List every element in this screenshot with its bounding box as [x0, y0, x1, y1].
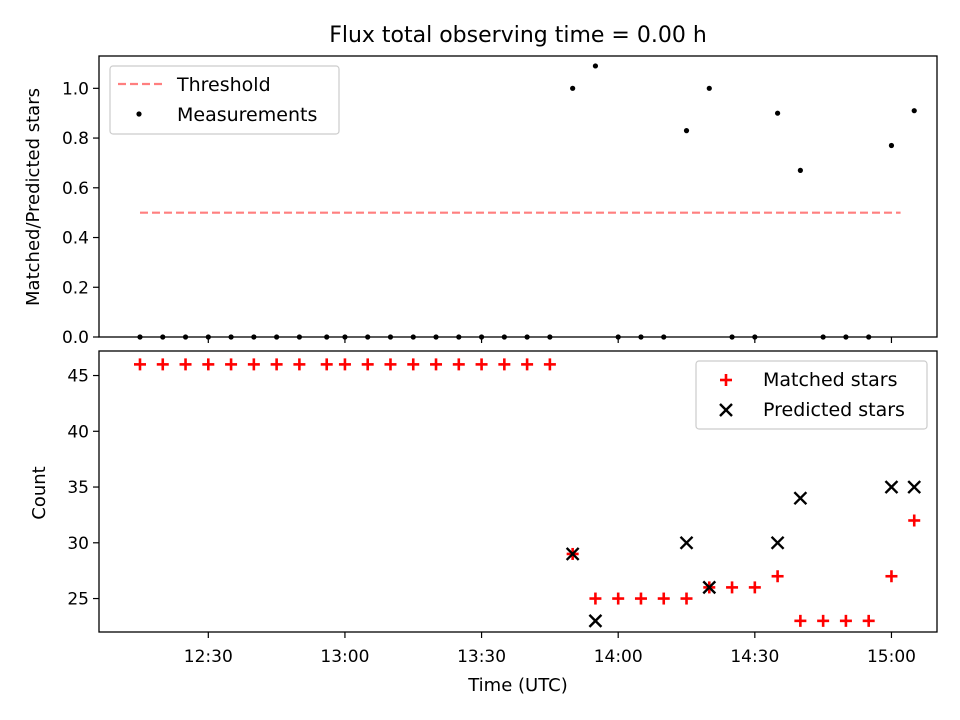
y-tick-label: 0.6: [62, 179, 89, 199]
bottom-x-ticks: 12:30 13:00 13:30 14:00 14:30 15:00: [184, 632, 916, 667]
matched-star-point: [247, 358, 260, 371]
measurements-legend-label: Measurements: [177, 104, 317, 126]
matched-star-point: [202, 358, 215, 371]
matched-star-point: [726, 581, 739, 594]
matched-star-point: [361, 358, 374, 371]
matched-star-point: [589, 592, 602, 605]
y-tick-label: 1.0: [62, 79, 89, 99]
matched-star-point: [634, 592, 647, 605]
matched-star-point: [680, 592, 693, 605]
matched-star-point: [771, 570, 784, 583]
matched-star-point: [748, 581, 761, 594]
x-tick-label: 15:00: [867, 647, 916, 667]
matched-star-point: [908, 514, 921, 527]
measurement-point: [706, 85, 712, 91]
count-points-layer: [133, 358, 922, 628]
bottom-axes-frame: [98, 350, 938, 633]
measurements-legend-swatch: [136, 111, 142, 117]
top-legend: Threshold Measurements: [109, 65, 340, 135]
matched-legend-swatch: [720, 374, 732, 386]
legend-box: [109, 65, 340, 135]
y-tick-label: 45: [67, 367, 89, 387]
y-tick-label: 30: [67, 534, 89, 554]
bottom-y-axis-label: Count: [29, 466, 50, 519]
matched-star-point: [133, 358, 146, 371]
matched-star-point: [320, 358, 333, 371]
matched-star-point: [817, 614, 830, 627]
y-tick-label: 0.0: [62, 328, 89, 348]
y-tick-label: 40: [67, 422, 89, 442]
x-axis-label: Time (UTC): [467, 675, 568, 696]
matched-star-point: [521, 358, 534, 371]
y-tick-label: 0.8: [62, 129, 89, 149]
bottom-y-ticks: 25 30 35 40 45: [67, 367, 99, 610]
bottom-panel: 25 30 35 40 45 12:30 13:00 13:30 14:00 14:30 15:0…: [29, 350, 938, 696]
matched-star-point: [612, 592, 625, 605]
predicted-star-point: [884, 480, 899, 494]
x-tick-label: 14:00: [594, 647, 643, 667]
x-tick-label: 12:30: [184, 647, 233, 667]
predicted-star-point: [679, 535, 694, 550]
matched-legend-label: Matched stars: [763, 369, 897, 391]
matched-star-point: [225, 358, 238, 371]
matched-star-point: [657, 592, 670, 605]
predicted-legend-swatch: [719, 403, 733, 417]
predicted-star-point: [770, 535, 785, 550]
matched-star-point: [270, 358, 283, 371]
measurement-point: [683, 128, 690, 134]
matched-star-point: [885, 570, 898, 583]
y-tick-label: 25: [67, 590, 89, 610]
matched-star-point: [839, 614, 852, 627]
matched-star-point: [384, 358, 397, 371]
matched-star-point: [179, 358, 192, 371]
predicted-star-point: [588, 614, 603, 628]
top-x-ticks: [207, 337, 893, 343]
predicted-legend-label: Predicted stars: [763, 399, 905, 421]
y-tick-label: 0.2: [62, 278, 89, 298]
matched-star-point: [407, 358, 420, 371]
x-tick-label: 13:00: [320, 647, 369, 667]
predicted-star-point: [907, 480, 922, 494]
x-tick-label: 13:30: [457, 647, 506, 667]
measurement-point: [911, 108, 917, 114]
top-y-axis-label: Matched/Predicted stars: [23, 88, 44, 306]
measurement-point: [570, 85, 576, 91]
top-axes-frame: [98, 55, 938, 338]
predicted-star-point: [565, 547, 580, 561]
x-tick-label: 14:30: [730, 647, 779, 667]
matched-star-point: [498, 358, 511, 371]
matched-star-point: [862, 614, 875, 627]
bottom-legend: Matched stars Predicted stars: [695, 360, 928, 430]
y-tick-label: 35: [67, 478, 89, 498]
matched-star-point: [338, 358, 351, 371]
matched-star-point: [543, 358, 556, 371]
measurement-point: [774, 110, 781, 116]
legend-box: [695, 360, 928, 430]
top-panel: 0.0 0.2 0.4 0.6 0.8 1.0 Matched/Predicted sta…: [23, 55, 938, 348]
measurement-point: [592, 63, 599, 69]
matched-star-point: [430, 358, 443, 371]
chart-title: Flux total observing time = 0.00 h: [329, 23, 707, 48]
threshold-legend-label: Threshold: [176, 74, 271, 96]
matched-star-point: [156, 358, 169, 371]
predicted-star-point: [793, 491, 808, 506]
y-tick-label: 0.4: [62, 229, 89, 249]
predicted-star-point: [702, 580, 717, 595]
matched-star-point: [475, 358, 488, 371]
measurement-point: [797, 167, 803, 173]
matched-star-point: [794, 614, 807, 627]
top-y-ticks: 0.0 0.2 0.4 0.6 0.8 1.0: [62, 79, 99, 348]
matched-star-point: [293, 358, 306, 371]
matched-star-point: [452, 358, 465, 371]
measurement-point: [888, 142, 895, 149]
